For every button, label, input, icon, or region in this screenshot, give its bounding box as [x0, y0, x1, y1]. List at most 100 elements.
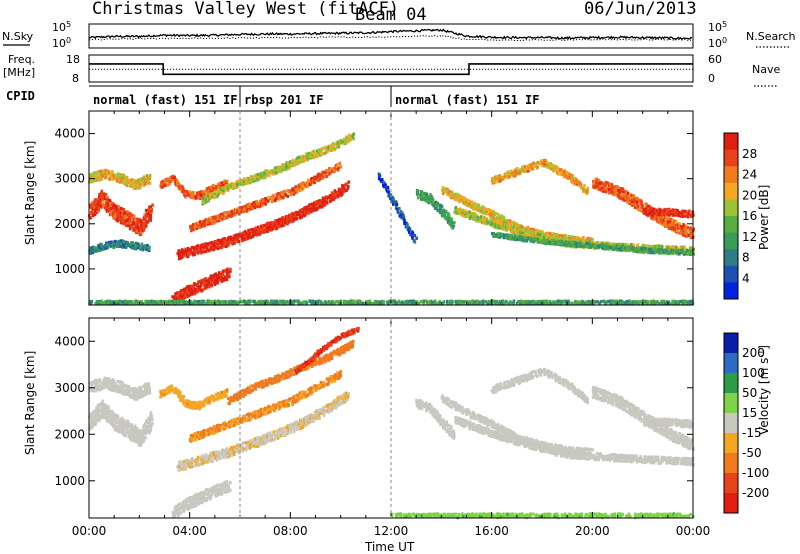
scatter-cell	[604, 186, 608, 190]
scatter-cell	[143, 429, 146, 433]
scatter-cell	[142, 175, 146, 179]
scatter-cell	[512, 229, 516, 233]
scatter-cell	[223, 275, 227, 279]
scatter-cell	[650, 216, 653, 220]
scatter-cell	[478, 302, 481, 306]
scatter-cell	[457, 301, 461, 305]
scatter-cell	[116, 172, 120, 176]
scatter-cell	[261, 227, 264, 231]
scatter-cell	[212, 248, 216, 252]
scatter-cell	[409, 233, 412, 237]
scatter-cell	[165, 302, 168, 306]
noise-right-label: N.Search	[746, 30, 796, 43]
cpid-segment-label: rbsp 201 IF	[244, 93, 323, 107]
scatter-cell	[237, 235, 241, 239]
scatter-cell	[446, 220, 450, 224]
scatter-cell	[113, 301, 116, 306]
scatter-cell	[128, 179, 131, 183]
scatter-cell	[484, 300, 488, 304]
scatter-cell	[493, 299, 496, 303]
scatter-cell	[357, 299, 360, 303]
scatter-cell	[248, 176, 252, 180]
scatter-cell	[567, 234, 571, 238]
scatter-cell	[662, 214, 665, 218]
scatter-cell	[138, 226, 141, 230]
scatter-cell	[344, 140, 348, 144]
scatter-cell	[451, 226, 454, 230]
scatter-cell	[564, 301, 567, 306]
scatter-cell	[552, 237, 556, 241]
scatter-cell	[242, 181, 246, 185]
scatter-cell	[148, 422, 151, 426]
scatter-cell	[623, 193, 626, 197]
scatter-cell	[526, 301, 529, 305]
scatter-cell	[446, 215, 450, 219]
scatter-cell	[136, 244, 139, 248]
scatter-cell	[411, 236, 414, 240]
scatter-cell	[106, 417, 110, 421]
scatter-cell	[539, 234, 543, 239]
scatter-cell	[509, 169, 513, 173]
scatter-cell	[557, 172, 560, 176]
scatter-cell	[645, 208, 648, 212]
scatter-cell	[211, 221, 214, 225]
nave-right-tick-top: 60	[708, 53, 722, 66]
scatter-cell	[148, 211, 151, 215]
scatter-cell	[647, 247, 651, 251]
scatter-cell	[502, 233, 506, 237]
scatter-cell	[332, 145, 335, 149]
scatter-cell	[116, 415, 120, 419]
scatter-cell	[149, 215, 153, 220]
scatter-cell	[679, 212, 683, 217]
scatter-cell	[503, 302, 507, 306]
scatter-cell	[656, 300, 659, 304]
scatter-cell	[645, 203, 648, 207]
scatter-cell	[227, 213, 230, 217]
scatter-cell	[552, 232, 555, 236]
scatter-cell	[300, 301, 303, 305]
scatter-cell	[213, 282, 216, 286]
scatter-cell	[103, 386, 106, 390]
scatter-cell	[524, 227, 528, 231]
scatter-cell	[612, 242, 615, 246]
scatter-cell	[671, 208, 674, 212]
scatter-cell	[187, 291, 191, 295]
scatter-cell	[662, 299, 665, 303]
scatter-cell	[483, 207, 487, 211]
scatter-cell	[465, 300, 469, 304]
scatter-cell	[163, 183, 167, 187]
scatter-cell	[681, 229, 685, 233]
scatter-cell	[386, 187, 390, 191]
scatter-cell	[198, 300, 202, 304]
scatter-cell	[284, 301, 288, 306]
scatter-cell	[203, 222, 206, 226]
scatter-cell	[274, 219, 277, 223]
scatter-cell	[262, 300, 266, 304]
scatter-cell	[569, 236, 572, 240]
scatter-cell	[632, 246, 635, 250]
scatter-cell	[114, 210, 117, 214]
scatter-cell	[246, 204, 250, 208]
scatter-cell	[665, 300, 668, 304]
scatter-cell	[145, 429, 149, 433]
scatter-cell	[552, 239, 555, 243]
scatter-cell	[401, 211, 404, 215]
scatter-cell	[633, 203, 636, 207]
scatter-cell	[99, 248, 103, 252]
scatter-cell	[348, 133, 351, 137]
scatter-cell	[359, 299, 362, 303]
scatter-cell	[470, 211, 474, 215]
scatter-cell	[137, 432, 141, 436]
scatter-cell	[550, 301, 553, 306]
scatter-cell	[468, 201, 471, 205]
scatter-cell	[196, 300, 199, 304]
scatter-cell	[331, 302, 334, 306]
scatter-cell	[179, 293, 183, 297]
scatter-cell	[556, 241, 560, 245]
scatter-cell	[138, 221, 142, 225]
scatter-cell	[99, 172, 103, 176]
scatter-cell	[660, 247, 664, 251]
scatter-cell	[585, 300, 588, 304]
scatter-cell	[294, 299, 298, 303]
scatter-cell	[615, 243, 619, 247]
